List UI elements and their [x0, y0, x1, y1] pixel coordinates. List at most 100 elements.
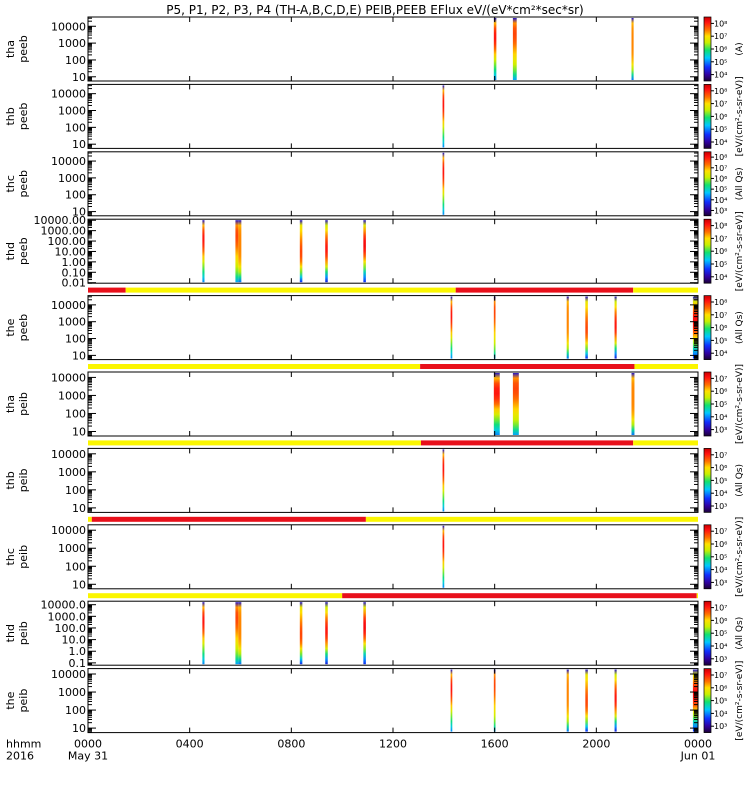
- spectrum-interval: [631, 373, 635, 435]
- y-tick-label: 10.00: [55, 245, 87, 258]
- y-tick-label: 0.1: [69, 657, 87, 670]
- spectrum-interval: [235, 602, 239, 665]
- spectrum-interval: [493, 669, 496, 732]
- mode-bar-red: [88, 287, 126, 293]
- spectrum-interval: [299, 220, 303, 283]
- spectrum-interval: [493, 373, 500, 435]
- spectrum-interval: [450, 669, 453, 732]
- spectrum-interval: [614, 669, 617, 732]
- panel-frame: [87, 371, 699, 437]
- x-unit-label: hhmm: [6, 738, 41, 751]
- spectrum-interval: [692, 296, 698, 359]
- x-tick-label: 2000: [582, 738, 610, 751]
- colorbar-tick-label: 10⁷: [714, 527, 727, 536]
- y-label-probe: thc: [4, 175, 17, 192]
- y-tick-label: 10: [72, 71, 86, 84]
- colorbar-tick-label: 10⁸: [714, 19, 727, 28]
- spectrum-interval: [238, 220, 242, 283]
- x-tick-label: 0000: [74, 738, 102, 751]
- panel-frame: [87, 524, 699, 590]
- y-label-product: peib: [17, 621, 30, 645]
- y-tick-label: 100: [65, 407, 86, 420]
- y-label-probe: tha: [4, 395, 17, 413]
- y-tick-label: 10.0: [62, 634, 87, 647]
- y-label-probe: the: [4, 691, 17, 709]
- x-date-end: Jun 01: [680, 750, 716, 763]
- spectrum-interval: [442, 525, 445, 588]
- colorbar-label: (All Qs): [735, 464, 745, 497]
- colorbar-tick-label: 10⁷: [714, 164, 727, 173]
- mode-bar-red: [342, 593, 697, 599]
- colorbar-label: [eV/(cm²-s-sr-eV)]: [735, 211, 745, 291]
- y-tick-label: 1000: [58, 172, 86, 185]
- y-tick-label: 10: [72, 502, 86, 515]
- panel-frame: [87, 600, 699, 666]
- colorbar-tick-label: 10⁸: [714, 87, 727, 96]
- spectrum-interval: [442, 85, 445, 148]
- colorbar-label: [eV/(cm²-s-sr-eV)]: [735, 76, 745, 156]
- y-tick-label: 0.01: [62, 277, 87, 290]
- figure-title: P5, P1, P2, P3, P4 (TH-A,B,C,D,E) PEIB,P…: [166, 3, 583, 17]
- colorbar-tick-label: 10⁶: [714, 45, 727, 54]
- mode-bar-yellow: [88, 516, 92, 522]
- colorbar: [703, 151, 712, 217]
- colorbar-tick-label: 10⁶: [714, 616, 727, 625]
- spectrum-interval: [442, 152, 445, 215]
- mode-bar-red: [420, 440, 634, 446]
- x-tick-label: 0800: [277, 738, 305, 751]
- y-label-product: peib: [17, 392, 30, 416]
- colorbar: [703, 16, 712, 82]
- colorbar-tick-label: 10⁵: [714, 629, 727, 638]
- spectrum-interval: [512, 18, 517, 80]
- colorbar-tick-label: 10⁵: [714, 58, 727, 67]
- colorbar-tick-label: 10⁴: [714, 138, 727, 147]
- colorbar: [703, 84, 712, 149]
- y-label-probe: thb: [4, 107, 17, 125]
- colorbar-tick-label: 10⁴: [714, 273, 727, 282]
- colorbar-tick-label: 10³: [714, 426, 727, 435]
- y-label-product: peib: [17, 545, 30, 569]
- y-tick-label: 100: [65, 333, 86, 346]
- colorbar-tick-label: 10³: [714, 655, 727, 664]
- colorbar: [703, 295, 712, 360]
- colorbar-tick-label: 10⁷: [714, 604, 727, 613]
- x-year-label: 2016: [6, 750, 34, 763]
- colorbar-tick-label: 10⁶: [714, 247, 727, 256]
- spectrum-interval: [614, 296, 617, 359]
- y-tick-label: 1000: [58, 686, 86, 699]
- colorbar-label: (A): [735, 42, 745, 55]
- panel-frame: [87, 295, 699, 361]
- y-tick-label: 100: [65, 54, 86, 67]
- spectrum-interval: [493, 18, 497, 80]
- y-label-product: peeb: [17, 35, 30, 63]
- y-tick-label: 100: [65, 704, 86, 717]
- y-tick-label: 10000.00: [34, 214, 87, 227]
- y-tick-label: 1.0: [69, 645, 87, 658]
- colorbar-tick-label: 10³: [714, 722, 727, 731]
- colorbar-tick-label: 10⁵: [714, 697, 727, 706]
- colorbar-tick-label: 10⁴: [714, 642, 727, 651]
- spectrum-interval: [450, 296, 453, 359]
- colorbar-tick-label: 10⁴: [714, 413, 727, 422]
- y-label-probe: thd: [4, 242, 17, 260]
- colorbar: [703, 218, 712, 284]
- panel-frame: [87, 668, 699, 734]
- colorbar-tick-label: 10⁴: [714, 709, 727, 718]
- y-tick-label: 10000: [51, 668, 86, 681]
- mode-bar-yellow: [88, 364, 421, 369]
- colorbar: [703, 371, 712, 437]
- y-tick-label: 1000.00: [41, 225, 87, 238]
- y-tick-label: 10000: [51, 524, 86, 537]
- y-label-probe: the: [4, 318, 17, 336]
- colorbar: [703, 524, 712, 590]
- spectrum-interval: [585, 296, 588, 359]
- panel-the-peib: 10 100 1000 10000 the peib 10³ 10⁴ 10⁵ 10⁶ 10⁷ [eV/…: [4, 661, 745, 741]
- mode-bar-yellow: [365, 516, 698, 522]
- spectrum-interval: [325, 602, 328, 665]
- colorbar-tick-label: 10⁷: [714, 32, 727, 41]
- y-label-product: peib: [17, 689, 30, 713]
- y-tick-label: 10: [72, 349, 86, 362]
